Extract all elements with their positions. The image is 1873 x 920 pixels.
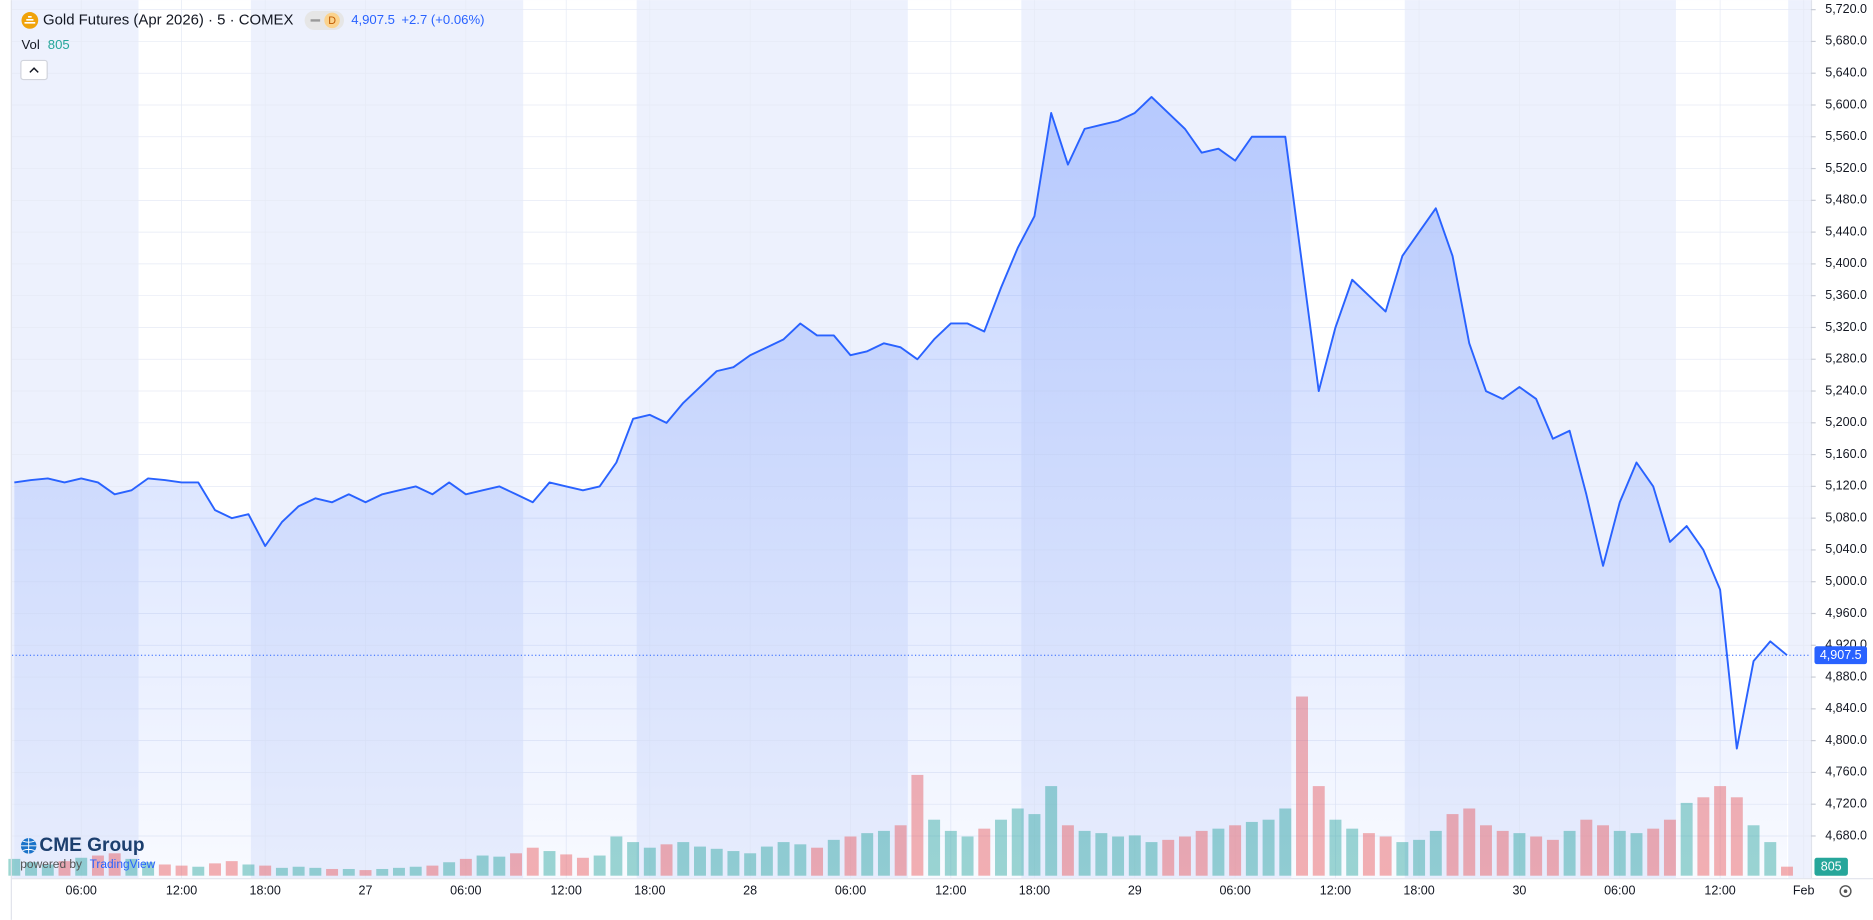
y-tick-label: 5,600.0 bbox=[1825, 97, 1867, 111]
y-tick-label: 4,720.0 bbox=[1825, 797, 1867, 811]
x-tick-label: 28 bbox=[743, 884, 757, 898]
y-tick-label: 5,040.0 bbox=[1825, 542, 1867, 556]
y-tick-label: 5,280.0 bbox=[1825, 352, 1867, 366]
y-tick-label: 5,520.0 bbox=[1825, 161, 1867, 175]
x-tick-label: 12:00 bbox=[166, 884, 197, 898]
y-tick-label: 4,840.0 bbox=[1825, 701, 1867, 715]
symbol-icon-glyph bbox=[24, 15, 36, 24]
vol-label: Vol bbox=[22, 37, 40, 52]
badge-dash bbox=[310, 19, 321, 22]
x-tick-label: 18:00 bbox=[1403, 884, 1434, 898]
last-price-label: 4,907.5 bbox=[1820, 648, 1862, 662]
header-change: +2.7 (+0.06%) bbox=[401, 12, 484, 27]
last-volume-box bbox=[1814, 857, 1848, 876]
y-tick-label: 4,760.0 bbox=[1825, 765, 1867, 779]
header-price: 4,907.5 bbox=[351, 12, 395, 27]
x-tick-label: 30 bbox=[1512, 884, 1526, 898]
x-tick-label: 06:00 bbox=[1219, 884, 1250, 898]
x-tick-label: 29 bbox=[1128, 884, 1142, 898]
badge-letter: D bbox=[328, 15, 336, 27]
x-tick-label: 27 bbox=[359, 884, 373, 898]
x-tick-label: 06:00 bbox=[1604, 884, 1635, 898]
y-tick-label: 5,560.0 bbox=[1825, 129, 1867, 143]
powered-by: powered by bbox=[20, 857, 82, 871]
y-tick-label: 5,000.0 bbox=[1825, 574, 1867, 588]
x-tick-label: 12:00 bbox=[1704, 884, 1735, 898]
y-tick-label: 5,680.0 bbox=[1825, 34, 1867, 48]
vol-value: 805 bbox=[48, 37, 70, 52]
cme-logo: CME Group bbox=[39, 835, 144, 856]
y-tick-label: 4,880.0 bbox=[1825, 669, 1867, 683]
settings-icon[interactable] bbox=[1839, 885, 1852, 898]
last-volume-label: 805 bbox=[1821, 860, 1842, 874]
last-price-box bbox=[1814, 646, 1868, 665]
axes: 4,680.0 4,720.0 4,760.0 4,800.0 4,840.0 4,880… bbox=[66, 2, 1868, 898]
y-tick-label: 5,360.0 bbox=[1825, 288, 1867, 302]
collapse-button[interactable] bbox=[20, 59, 48, 81]
x-tick-label: 06:00 bbox=[450, 884, 481, 898]
x-tick-label: 18:00 bbox=[634, 884, 665, 898]
y-tick-label: 4,960.0 bbox=[1825, 606, 1867, 620]
y-tick-label: 5,080.0 bbox=[1825, 510, 1867, 524]
y-tick-label: 5,120.0 bbox=[1825, 479, 1867, 493]
settings-icon-center bbox=[1843, 889, 1848, 894]
badge-dot bbox=[324, 12, 340, 29]
y-tick-label: 5,400.0 bbox=[1825, 256, 1867, 270]
y-tick-label: 5,480.0 bbox=[1825, 193, 1867, 207]
area-fill bbox=[14, 96, 1787, 879]
y-tick-label: 5,240.0 bbox=[1825, 383, 1867, 397]
symbol-title[interactable]: Gold Futures (Apr 2026) · 5 · COMEX bbox=[43, 11, 293, 28]
collapse-chevron bbox=[29, 67, 39, 73]
x-tick-label: 18:00 bbox=[250, 884, 281, 898]
x-tick-label: 12:00 bbox=[551, 884, 582, 898]
plot bbox=[11, 96, 1811, 879]
price-line bbox=[14, 96, 1788, 750]
y-tick-label: 5,640.0 bbox=[1825, 66, 1867, 80]
y-tick-label: 5,160.0 bbox=[1825, 447, 1867, 461]
y-tick-label: 5,720.0 bbox=[1825, 2, 1867, 16]
x-tick-label: 18:00 bbox=[1019, 884, 1050, 898]
x-tick-label: Feb bbox=[1793, 884, 1815, 898]
y-tick-label: 5,320.0 bbox=[1825, 320, 1867, 334]
y-tick-label: 5,440.0 bbox=[1825, 224, 1867, 238]
y-tick-label: 4,800.0 bbox=[1825, 733, 1867, 747]
y-tick-label: 4,680.0 bbox=[1825, 828, 1867, 842]
y-tick-label: 5,200.0 bbox=[1825, 415, 1867, 429]
x-tick-label: 12:00 bbox=[935, 884, 966, 898]
x-tick-label: 12:00 bbox=[1320, 884, 1351, 898]
tradingview-link[interactable]: TradingView bbox=[90, 857, 156, 871]
x-tick-label: 06:00 bbox=[835, 884, 866, 898]
cme-globe-lines bbox=[20, 838, 37, 854]
x-tick-label: 06:00 bbox=[66, 884, 97, 898]
